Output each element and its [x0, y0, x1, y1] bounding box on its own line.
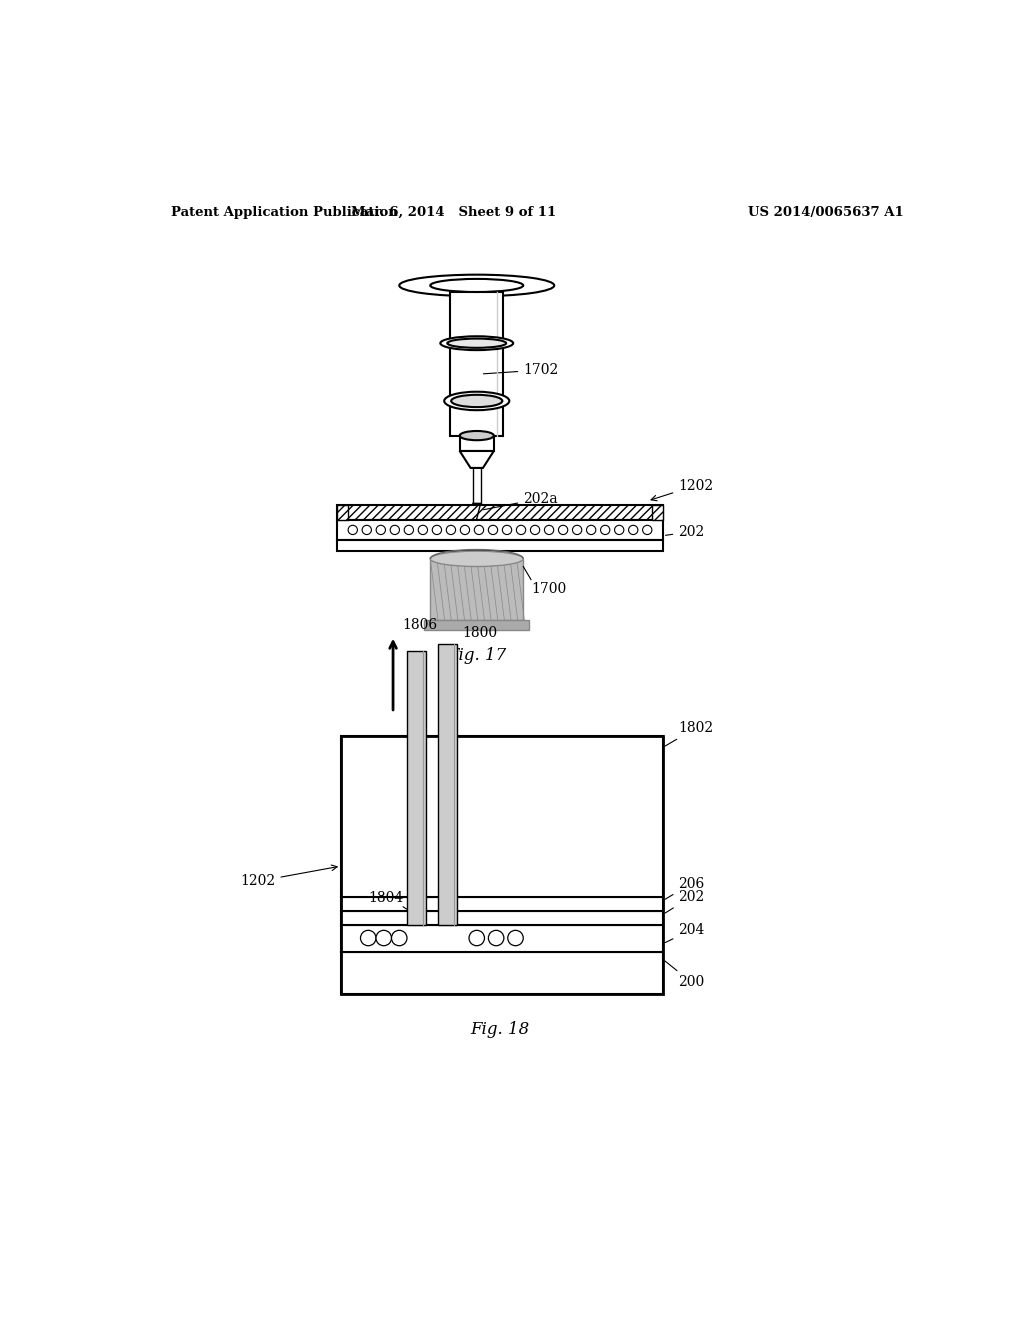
Text: US 2014/0065637 A1: US 2014/0065637 A1 [748, 206, 904, 219]
Text: 1804: 1804 [368, 891, 403, 904]
Polygon shape [341, 924, 663, 952]
Text: 202: 202 [666, 525, 705, 539]
Ellipse shape [452, 395, 503, 407]
Text: 1802: 1802 [666, 721, 714, 746]
Circle shape [572, 525, 582, 535]
Circle shape [614, 525, 624, 535]
Circle shape [348, 525, 357, 535]
Text: 200: 200 [665, 961, 705, 989]
Text: Fig. 17: Fig. 17 [447, 647, 507, 664]
Polygon shape [652, 506, 663, 520]
Text: 1702: 1702 [483, 363, 558, 378]
Circle shape [643, 525, 652, 535]
Ellipse shape [430, 279, 523, 292]
Circle shape [376, 931, 391, 945]
Text: Mar. 6, 2014   Sheet 9 of 11: Mar. 6, 2014 Sheet 9 of 11 [351, 206, 556, 219]
Circle shape [469, 931, 484, 945]
Circle shape [474, 525, 483, 535]
Polygon shape [337, 540, 663, 552]
Text: Fig. 18: Fig. 18 [470, 1020, 529, 1038]
Circle shape [629, 525, 638, 535]
Polygon shape [407, 651, 426, 924]
Circle shape [503, 525, 512, 535]
Text: 1202: 1202 [241, 865, 337, 888]
Text: Patent Application Publication: Patent Application Publication [171, 206, 397, 219]
Ellipse shape [447, 339, 506, 348]
Text: 202: 202 [666, 890, 705, 913]
Ellipse shape [460, 432, 494, 441]
Circle shape [508, 931, 523, 945]
Polygon shape [341, 911, 663, 924]
Ellipse shape [444, 392, 509, 411]
Text: 1800: 1800 [463, 626, 498, 640]
Circle shape [432, 525, 441, 535]
Ellipse shape [399, 275, 554, 296]
Polygon shape [430, 558, 523, 620]
Circle shape [446, 525, 456, 535]
Circle shape [600, 525, 610, 535]
Text: 202a: 202a [483, 491, 558, 510]
Polygon shape [341, 896, 663, 911]
Polygon shape [337, 506, 348, 520]
Text: 204: 204 [666, 923, 705, 942]
Ellipse shape [430, 552, 523, 566]
Circle shape [362, 525, 372, 535]
Circle shape [545, 525, 554, 535]
Circle shape [390, 525, 399, 535]
Circle shape [558, 525, 567, 535]
Polygon shape [341, 952, 663, 994]
Text: 1202: 1202 [651, 479, 714, 500]
Polygon shape [337, 520, 663, 540]
Text: 1700: 1700 [531, 582, 566, 595]
Polygon shape [337, 506, 663, 520]
Circle shape [418, 525, 427, 535]
Circle shape [391, 931, 407, 945]
Circle shape [587, 525, 596, 535]
Polygon shape [424, 620, 529, 630]
Polygon shape [460, 436, 494, 451]
Circle shape [461, 525, 470, 535]
Text: 206: 206 [666, 876, 705, 899]
Polygon shape [438, 644, 457, 924]
Circle shape [516, 525, 525, 535]
Text: 1806: 1806 [402, 618, 437, 632]
Circle shape [376, 525, 385, 535]
Circle shape [404, 525, 414, 535]
Circle shape [360, 931, 376, 945]
Circle shape [488, 931, 504, 945]
Polygon shape [460, 451, 494, 469]
Polygon shape [341, 737, 663, 896]
Circle shape [488, 525, 498, 535]
Circle shape [530, 525, 540, 535]
Ellipse shape [440, 337, 513, 350]
Polygon shape [451, 292, 503, 436]
